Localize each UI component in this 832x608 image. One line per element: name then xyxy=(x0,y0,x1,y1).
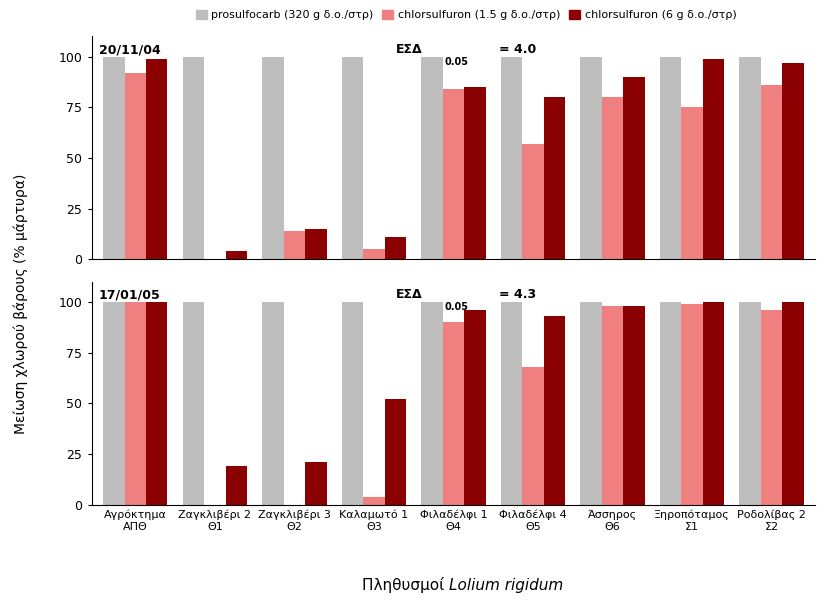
Bar xyxy=(761,85,782,260)
Text: ΕΣΔ: ΕΣΔ xyxy=(395,43,422,56)
Bar xyxy=(660,57,681,260)
Bar xyxy=(522,367,544,505)
Bar xyxy=(225,251,247,260)
Bar xyxy=(443,89,464,260)
Bar xyxy=(580,57,602,260)
Bar xyxy=(103,302,125,505)
Text: Πληθυσμοί: Πληθυσμοί xyxy=(362,577,449,593)
Text: 20/11/04: 20/11/04 xyxy=(99,43,161,56)
Bar xyxy=(384,399,406,505)
Bar xyxy=(103,57,125,260)
Text: 0.05: 0.05 xyxy=(445,57,468,66)
Bar xyxy=(363,497,384,505)
Bar xyxy=(623,77,645,260)
Bar xyxy=(421,302,443,505)
Bar xyxy=(703,302,725,505)
Bar xyxy=(681,304,703,505)
Text: = 4.3: = 4.3 xyxy=(499,288,536,302)
Bar xyxy=(146,59,167,260)
Bar xyxy=(342,57,363,260)
Bar xyxy=(602,97,623,260)
Bar xyxy=(501,302,522,505)
Bar xyxy=(740,57,761,260)
Bar xyxy=(421,57,443,260)
Bar xyxy=(464,87,486,260)
Bar xyxy=(782,63,804,260)
Bar xyxy=(544,316,565,505)
Bar xyxy=(182,57,204,260)
Bar xyxy=(305,229,327,260)
Bar xyxy=(125,73,146,260)
Bar xyxy=(544,97,565,260)
Bar xyxy=(146,302,167,505)
Bar xyxy=(761,310,782,505)
Bar xyxy=(342,302,363,505)
Bar xyxy=(363,249,384,260)
Bar xyxy=(262,57,284,260)
Bar xyxy=(580,302,602,505)
Bar xyxy=(681,108,703,260)
Bar xyxy=(660,302,681,505)
Bar xyxy=(501,57,522,260)
Bar xyxy=(464,310,486,505)
Text: Μείωση χλωρού βάρους (% μάρτυρα): Μείωση χλωρού βάρους (% μάρτυρα) xyxy=(13,174,28,434)
Bar xyxy=(225,466,247,505)
Legend: prosulfocarb (320 g δ.ο./στρ), chlorsulfuron (1.5 g δ.ο./στρ), chlorsulfuron (6 : prosulfocarb (320 g δ.ο./στρ), chlorsulf… xyxy=(191,5,740,24)
Bar xyxy=(125,302,146,505)
Bar xyxy=(782,302,804,505)
Bar xyxy=(703,59,725,260)
Bar xyxy=(522,144,544,260)
Text: ΕΣΔ: ΕΣΔ xyxy=(395,288,422,302)
Bar xyxy=(740,302,761,505)
Bar xyxy=(182,302,204,505)
Text: Lolium rigidum: Lolium rigidum xyxy=(449,578,563,593)
Bar xyxy=(305,462,327,505)
Bar xyxy=(623,306,645,505)
Bar xyxy=(384,237,406,260)
Bar xyxy=(443,322,464,505)
Bar xyxy=(602,306,623,505)
Text: 17/01/05: 17/01/05 xyxy=(99,288,161,302)
Bar xyxy=(262,302,284,505)
Text: = 4.0: = 4.0 xyxy=(499,43,537,56)
Bar xyxy=(284,231,305,260)
Text: 0.05: 0.05 xyxy=(445,302,468,312)
